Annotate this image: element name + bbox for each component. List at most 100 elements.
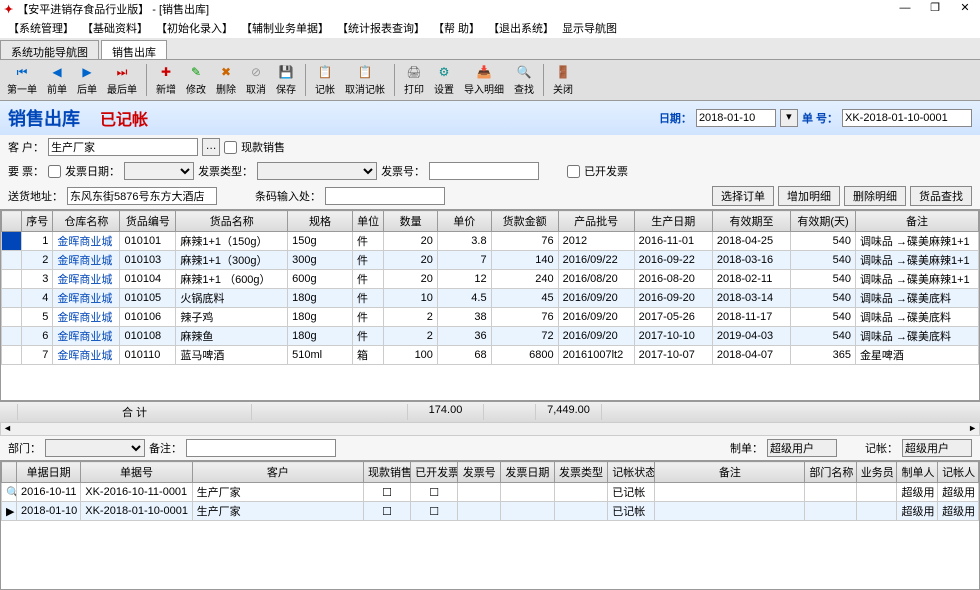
grid-header[interactable]: 备注	[655, 462, 805, 483]
settings-icon: ⚙	[436, 64, 452, 80]
window-titlebar: ✦ 【安平进销存食品行业版】 - [销售出库] — ❐ ✕	[0, 0, 980, 18]
grid-header[interactable]: 货品编号	[120, 211, 176, 232]
menu-item-5[interactable]: 【帮 助】	[433, 20, 480, 36]
last-icon: ⏭	[114, 64, 130, 80]
grid-header[interactable]: 发票号	[458, 462, 501, 483]
table-row[interactable]: 3金晖商业城010104麻辣1+1 （600g）600g件20122402016…	[2, 270, 979, 289]
unbook-icon: 📋	[357, 64, 373, 80]
toolbar-cancel-button[interactable]: ⊘取消	[242, 62, 270, 98]
grid-header[interactable]: 记帐状态	[608, 462, 655, 483]
grid-header[interactable]: 记帐人	[938, 462, 979, 483]
menu-item-2[interactable]: 【初始化录入】	[156, 20, 233, 36]
grid-header[interactable]: 产品批号	[558, 211, 634, 232]
table-row[interactable]: ▶2018-01-10XK-2018-01-10-0001生产厂家☐☐已记帐超级…	[2, 502, 979, 521]
add-detail-button[interactable]: 增加明细	[778, 186, 840, 206]
grid-header[interactable]: 发票日期	[501, 462, 555, 483]
invoice-date-select[interactable]	[124, 162, 194, 180]
date-input[interactable]	[696, 109, 776, 127]
menu-item-3[interactable]: 【辅制业务单据】	[241, 20, 329, 36]
select-order-button[interactable]: 选择订单	[712, 186, 774, 206]
menu-item-1[interactable]: 【基础资料】	[82, 20, 148, 36]
invoice-no-input[interactable]	[429, 162, 539, 180]
edit-icon: ✎	[188, 64, 204, 80]
menu-item-7[interactable]: 显示导航图	[562, 20, 617, 36]
grid-header[interactable]: 生产日期	[634, 211, 712, 232]
remark-input[interactable]	[186, 439, 336, 457]
totals-amt: 7,449.00	[536, 404, 602, 420]
table-row[interactable]: 2金晖商业城010103麻辣1+1（300g）300g件2071402016/0…	[2, 251, 979, 270]
minimize-button[interactable]: —	[890, 0, 920, 18]
toolbar-prev-button[interactable]: ◀前单	[43, 62, 71, 98]
grid-header[interactable]: 货品名称	[176, 211, 288, 232]
grid-header[interactable]: 单位	[352, 211, 383, 232]
grid-header[interactable]: 现款销售	[364, 462, 411, 483]
table-row[interactable]: 🔍2016-10-11XK-2016-10-11-0001生产厂家☐☐已记帐超级…	[2, 483, 979, 502]
cash-sale-checkbox[interactable]	[224, 141, 237, 154]
table-row[interactable]: 7金晖商业城010110蓝马啤酒510ml箱10068680020161007l…	[2, 346, 979, 365]
menu-item-0[interactable]: 【系统管理】	[8, 20, 74, 36]
page-title: 销售出库	[8, 105, 80, 131]
toolbar-search-button[interactable]: 🔍查找	[510, 62, 538, 98]
address-label: 送货地址：	[8, 188, 63, 204]
invoiced-checkbox[interactable]	[567, 165, 580, 178]
grid-header[interactable]: 已开发票	[411, 462, 458, 483]
goods-search-button[interactable]: 货品查找	[910, 186, 972, 206]
grid-header[interactable]: 仓库名称	[53, 211, 120, 232]
menu-item-6[interactable]: 【退出系统】	[488, 20, 554, 36]
barcode-input[interactable]	[325, 187, 445, 205]
table-row[interactable]: 6金晖商业城010108麻辣鱼180g件236722016/09/202017-…	[2, 327, 979, 346]
detail-grid[interactable]: 序号仓库名称货品编号货品名称规格单位数量单价货款金额产品批号生产日期有效期至有效…	[0, 209, 980, 401]
toolbar-edit-button[interactable]: ✎修改	[182, 62, 210, 98]
grid-header[interactable]: 有效期(天)	[791, 211, 856, 232]
grid-header[interactable]: 备注	[855, 211, 978, 232]
grid-header[interactable]: 单价	[437, 211, 491, 232]
toolbar-first-button[interactable]: ⏮第一单	[3, 62, 41, 98]
grid-header[interactable]: 货款金额	[491, 211, 558, 232]
dept-select[interactable]	[45, 439, 145, 457]
menu-item-4[interactable]: 【统计报表查询】	[337, 20, 425, 36]
tab-0[interactable]: 系统功能导航图	[0, 40, 99, 59]
tab-1[interactable]: 销售出库	[101, 40, 167, 59]
grid-header[interactable]: 业务员	[856, 462, 897, 483]
delete-detail-button[interactable]: 删除明细	[844, 186, 906, 206]
grid-header[interactable]: 客户	[192, 462, 363, 483]
grid-header[interactable]: 部门名称	[805, 462, 856, 483]
invoice-type-select[interactable]	[257, 162, 377, 180]
table-row[interactable]: 5金晖商业城010106辣子鸡180g件238762016/09/202017-…	[2, 308, 979, 327]
grid-header[interactable]: 序号	[22, 211, 53, 232]
first-icon: ⏮	[14, 64, 30, 80]
bill-input[interactable]	[842, 109, 972, 127]
grid-header[interactable]: 数量	[384, 211, 438, 232]
bill-list-grid[interactable]: 单据日期单据号客户现款销售已开发票发票号发票日期发票类型记帐状态备注部门名称业务…	[0, 460, 980, 590]
toolbar-unbook-button[interactable]: 📋取消记帐	[341, 62, 389, 98]
grid-header[interactable]: 发票类型	[554, 462, 608, 483]
customer-lookup-button[interactable]: …	[202, 138, 220, 156]
date-dropdown-icon[interactable]: ▾	[780, 109, 798, 127]
toolbar-last-button[interactable]: ⏭最后单	[103, 62, 141, 98]
toolbar-next-button[interactable]: ▶后单	[73, 62, 101, 98]
invoice-checkbox[interactable]	[48, 165, 61, 178]
toolbar-delete-button[interactable]: ✖删除	[212, 62, 240, 98]
grid-header[interactable]: 单据日期	[16, 462, 80, 483]
grid-header[interactable]: 规格	[288, 211, 353, 232]
grid-header[interactable]: 有效期至	[712, 211, 790, 232]
toolbar-book-button[interactable]: 📋记帐	[311, 62, 339, 98]
close-window-button[interactable]: ✕	[950, 0, 980, 18]
table-row[interactable]: 1金晖商业城010101麻辣1+1（150g）150g件203.87620122…	[2, 232, 979, 251]
grid-header[interactable]: 制单人	[897, 462, 938, 483]
form-row-invoice: 要 票： 发票日期： 发票类型： 发票号： 已开发票	[0, 159, 980, 183]
grid-header[interactable]: 单据号	[81, 462, 192, 483]
customer-input[interactable]	[48, 138, 198, 156]
toolbar-save-button[interactable]: 💾保存	[272, 62, 300, 98]
bill-label: 单 号：	[802, 110, 838, 126]
toolbar-print-button[interactable]: 🖨打印	[400, 62, 428, 98]
grid-scrollbar[interactable]	[0, 422, 980, 436]
toolbar-import-button[interactable]: 📥导入明细	[460, 62, 508, 98]
maximize-button[interactable]: ❐	[920, 0, 950, 18]
table-row[interactable]: 4金晖商业城010105火锅底料180g件104.5452016/09/2020…	[2, 289, 979, 308]
toolbar-settings-button[interactable]: ⚙设置	[430, 62, 458, 98]
toolbar-new-button[interactable]: ✚新增	[152, 62, 180, 98]
toolbar-close-button[interactable]: 🚪关闭	[549, 62, 577, 98]
invoice-no-label: 发票号：	[381, 163, 425, 179]
address-input[interactable]	[67, 187, 217, 205]
